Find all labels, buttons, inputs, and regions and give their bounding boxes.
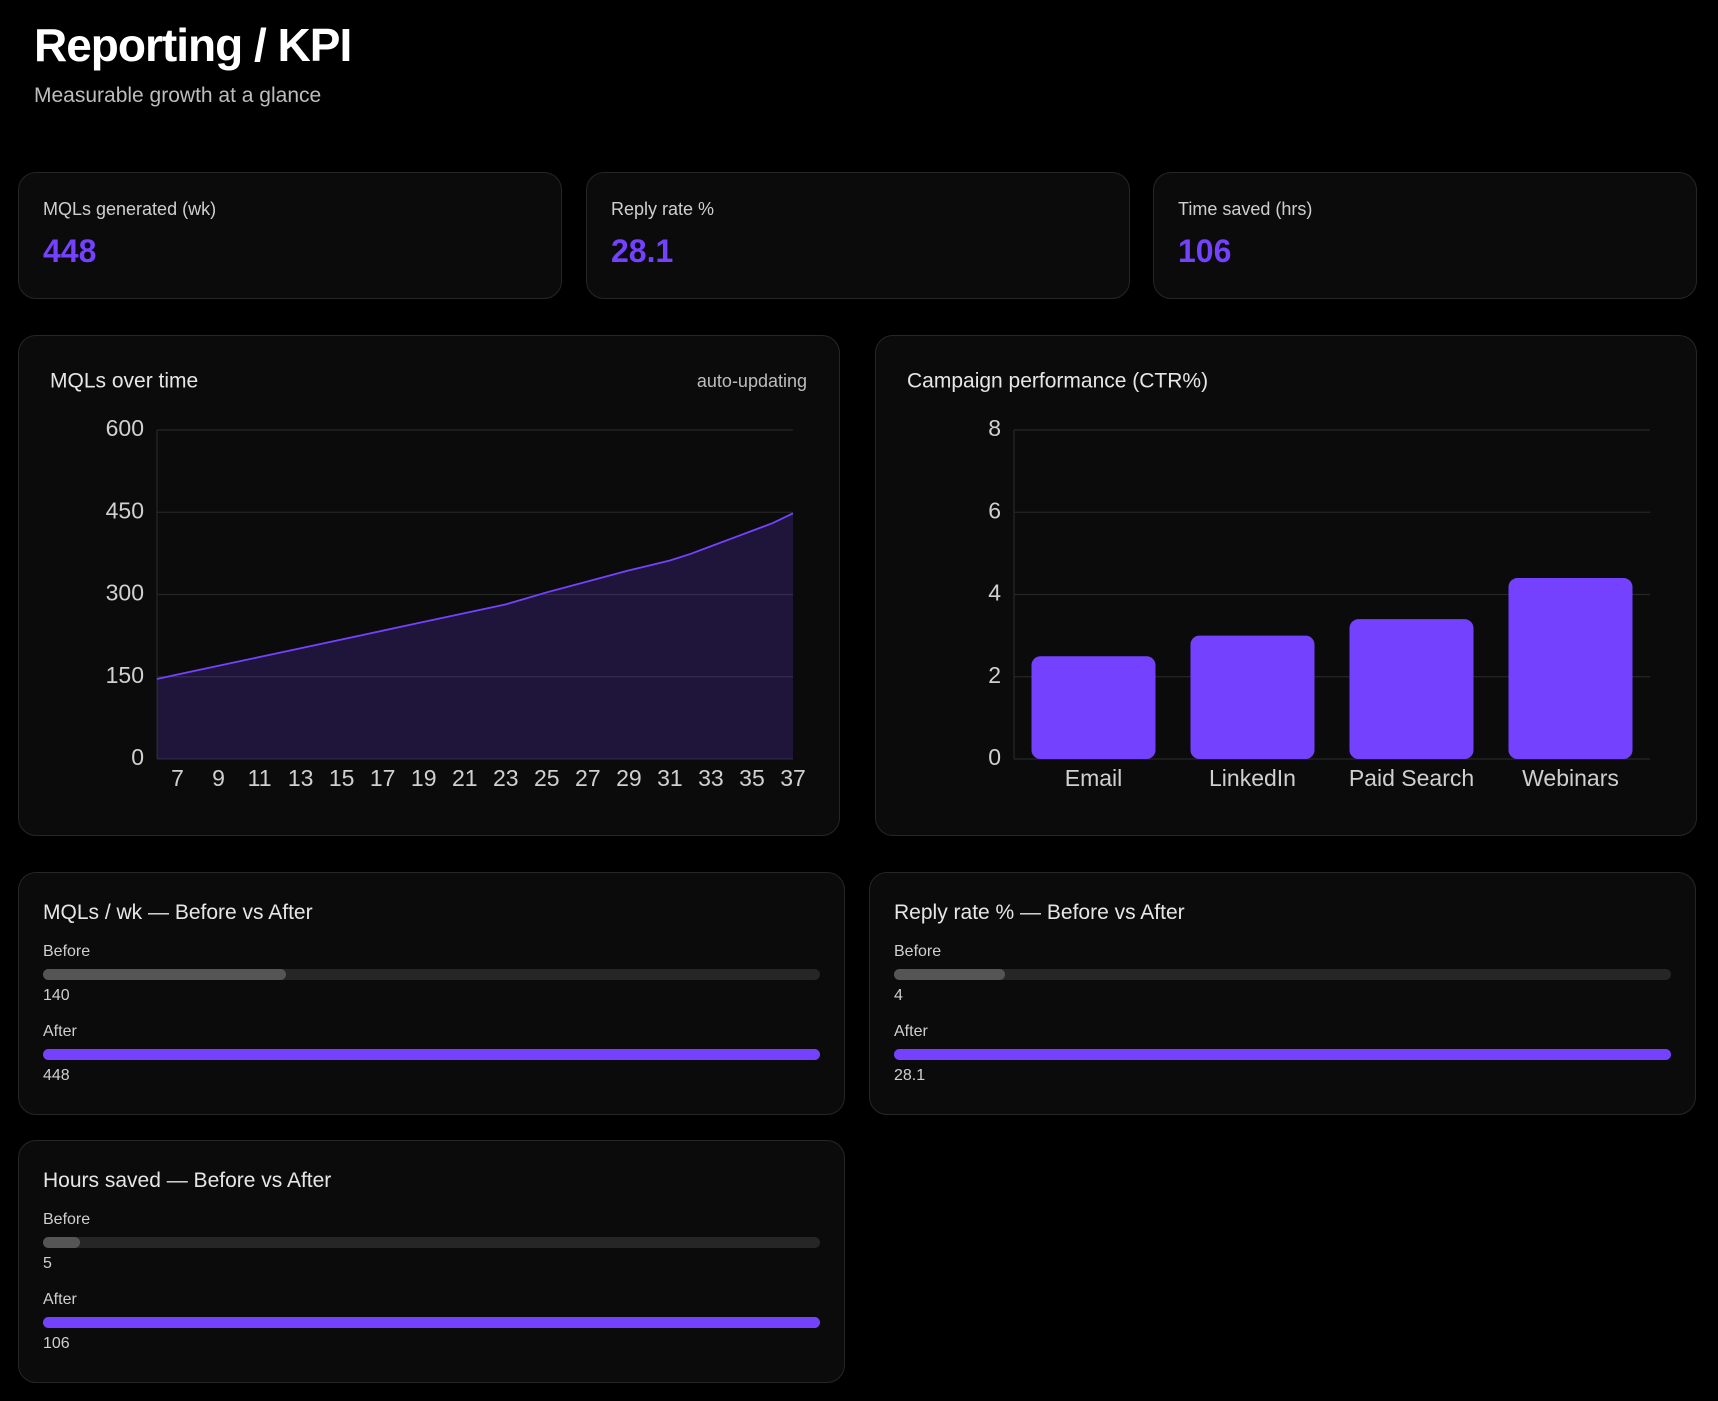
kpi-card: MQLs generated (wk) 448: [18, 172, 562, 299]
y-tick-label: 450: [106, 497, 144, 523]
kpi-card: Time saved (hrs) 106: [1153, 172, 1697, 299]
x-tick-label: 37: [780, 765, 806, 791]
x-tick-label: 11: [248, 765, 272, 791]
bar-track: [894, 1049, 1671, 1060]
row-label: Before: [43, 943, 91, 960]
bar: [1508, 578, 1633, 759]
comparison-card: Reply rate % — Before vs After Before 4 Aft…: [869, 872, 1696, 1115]
row-value: 4: [894, 987, 903, 1004]
bar-track: [43, 969, 820, 980]
comparison-bar: [43, 1049, 820, 1060]
page-title: Reporting / KPI: [34, 19, 352, 71]
bar: [1031, 656, 1156, 759]
kpi-value: 448: [43, 233, 97, 269]
kpi-label: Time saved (hrs): [1178, 199, 1313, 219]
chart-title: MQLs over time: [50, 370, 198, 393]
chart-title: Campaign performance (CTR%): [907, 370, 1208, 393]
row-value: 5: [43, 1255, 52, 1272]
x-tick-label: 17: [370, 765, 396, 791]
comparison-card: MQLs / wk — Before vs After Before 140 Afte…: [18, 872, 845, 1115]
row-label: Before: [43, 1211, 91, 1228]
chart-card: MQLs over time auto-updating 0 150 300 450 600…: [18, 335, 840, 836]
comparison-title: Reply rate % — Before vs After: [894, 901, 1185, 924]
comparison-card: Hours saved — Before vs After Before 5 Afte…: [18, 1140, 845, 1383]
bar: [1190, 635, 1315, 759]
row-label: Before: [894, 943, 942, 960]
bar: [1349, 619, 1474, 759]
x-tick-label: 21: [452, 765, 478, 791]
row-label: After: [43, 1291, 77, 1308]
kpi-value: 106: [1178, 233, 1232, 269]
row-value: 448: [43, 1067, 70, 1084]
bar-track: [894, 969, 1671, 980]
x-tick-label: Email: [1065, 765, 1123, 791]
chart: MQLs over time auto-updating 0 150 300 450 600…: [50, 370, 807, 792]
kpi-label: MQLs generated (wk): [43, 199, 217, 219]
comparison-bar: [43, 1317, 820, 1328]
y-tick-label: 2: [988, 662, 1001, 688]
row-label: After: [43, 1023, 77, 1040]
y-tick-label: 150: [106, 662, 144, 688]
x-tick-label: 29: [616, 765, 642, 791]
bar-track: [43, 1317, 820, 1328]
y-tick-label: 0: [131, 744, 144, 770]
x-tick-label: 9: [212, 765, 225, 791]
comparison-bar: [894, 969, 1005, 980]
x-tick-label: 35: [739, 765, 765, 791]
chart: Campaign performance (CTR%) 0 2 4 6 8 Email Lin…: [907, 370, 1650, 791]
x-tick-label: 33: [698, 765, 724, 791]
row-label: After: [894, 1023, 928, 1040]
page-subtitle: Measurable growth at a glance: [34, 84, 322, 107]
row-value: 140: [43, 987, 70, 1004]
y-tick-label: 6: [988, 497, 1001, 523]
comparison-bar: [894, 1049, 1671, 1060]
kpi-card: Reply rate % 28.1: [586, 172, 1130, 299]
y-tick-label: 4: [988, 580, 1001, 606]
x-tick-label: 31: [657, 765, 683, 791]
y-tick-label: 8: [988, 415, 1001, 441]
kpi-value: 28.1: [611, 233, 674, 269]
y-tick-label: 300: [106, 580, 144, 606]
comparison-bar: [43, 969, 286, 980]
line: [156, 512, 794, 680]
comparison-bar: [43, 1237, 80, 1248]
x-tick-label: Webinars: [1522, 765, 1619, 791]
x-tick-label: 19: [411, 765, 437, 791]
x-tick-label: LinkedIn: [1209, 765, 1296, 791]
bar-track: [43, 1237, 820, 1248]
area: [157, 513, 793, 759]
y-tick-label: 0: [988, 744, 1001, 770]
y-tick-label: 600: [106, 415, 144, 441]
x-tick-label: 7: [171, 765, 184, 791]
bar-track: [43, 1049, 820, 1060]
x-tick-label: 15: [329, 765, 355, 791]
x-tick-label: Paid Search: [1349, 765, 1474, 791]
x-tick-label: 13: [288, 765, 314, 791]
comparison-title: MQLs / wk — Before vs After: [43, 901, 313, 924]
chart-annotation: auto-updating: [697, 371, 807, 391]
row-value: 106: [43, 1335, 70, 1352]
kpi-label: Reply rate %: [611, 199, 715, 219]
x-tick-label: 27: [575, 765, 601, 791]
comparison-title: Hours saved — Before vs After: [43, 1169, 332, 1192]
row-value: 28.1: [894, 1067, 926, 1084]
chart-card: Campaign performance (CTR%) 0 2 4 6 8 Email Lin…: [875, 335, 1697, 836]
x-tick-label: 25: [534, 765, 560, 791]
x-tick-label: 23: [493, 765, 519, 791]
